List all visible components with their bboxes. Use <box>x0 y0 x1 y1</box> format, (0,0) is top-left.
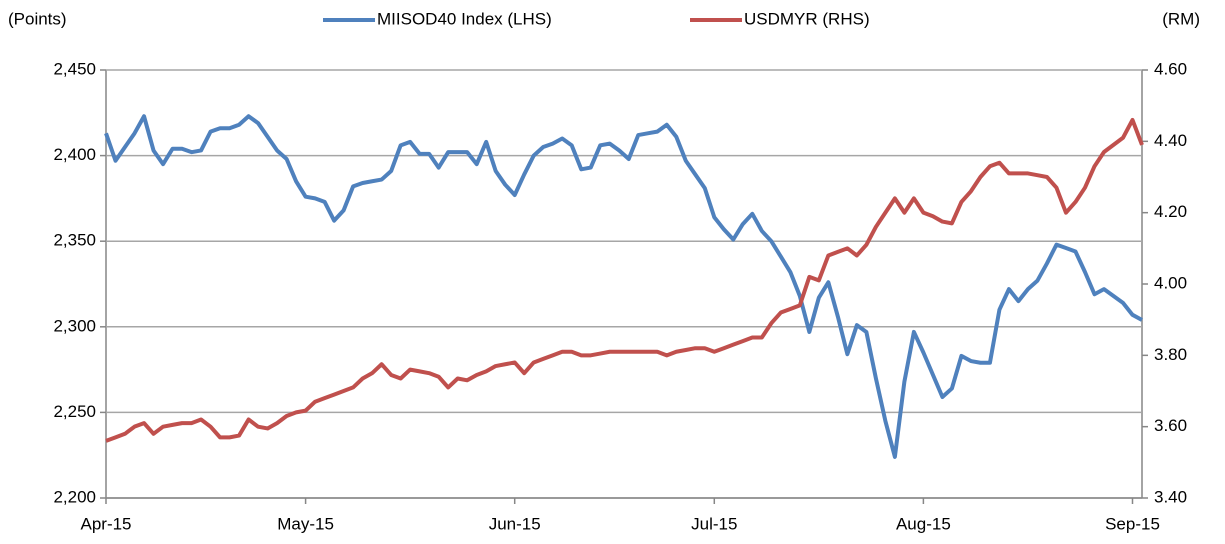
y-tick-label: 2,200 <box>53 487 96 506</box>
y2-axis-title: (RM) <box>1162 9 1200 28</box>
y2-tick-label: 3.60 <box>1154 416 1187 435</box>
x-tick-label: May-15 <box>277 514 334 533</box>
y-tick-label: 2,350 <box>53 231 96 250</box>
y2-tick-label: 3.80 <box>1154 345 1187 364</box>
x-tick-label: Sep-15 <box>1105 514 1160 533</box>
y-tick-label: 2,300 <box>53 316 96 335</box>
y2-tick-label: 4.40 <box>1154 131 1187 150</box>
x-tick-label: Aug-15 <box>896 514 951 533</box>
legend-label: USDMYR (RHS) <box>744 9 870 28</box>
x-tick-label: Jul-15 <box>691 514 737 533</box>
y2-tick-label: 4.00 <box>1154 273 1187 292</box>
y-tick-label: 2,450 <box>53 59 96 78</box>
series-line <box>105 117 1144 443</box>
y-tick-label: 2,250 <box>53 402 96 421</box>
x-tick-label: Apr-15 <box>80 514 131 533</box>
y2-tick-label: 4.20 <box>1154 202 1187 221</box>
y-axis-title: (Points) <box>8 9 67 28</box>
y2-tick-label: 4.60 <box>1154 59 1187 78</box>
y-tick-label: 2,400 <box>53 145 96 164</box>
series-line <box>104 114 1143 459</box>
legend-label: MIISOD40 Index (LHS) <box>377 9 552 28</box>
x-tick-label: Jun-15 <box>489 514 541 533</box>
y2-tick-label: 3.40 <box>1154 487 1187 506</box>
